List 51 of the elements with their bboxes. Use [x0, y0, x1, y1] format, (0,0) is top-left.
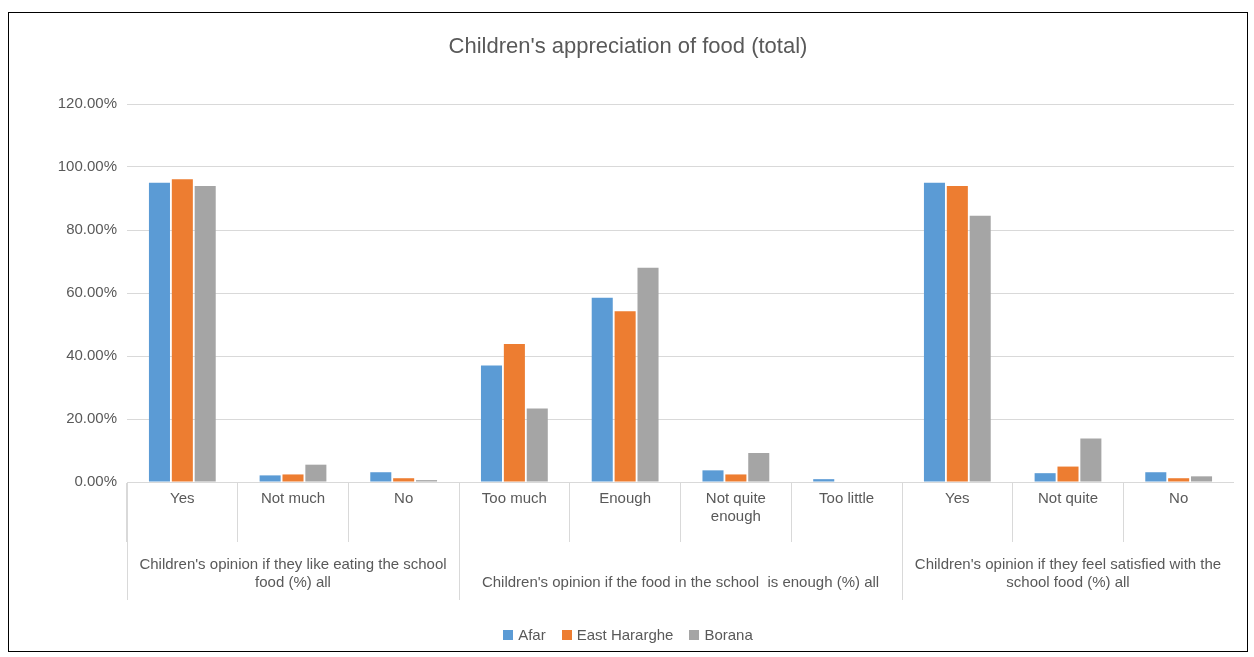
legend-label: Borana [704, 626, 753, 643]
bar [526, 408, 548, 482]
bar [614, 311, 636, 482]
bar [1080, 438, 1102, 482]
y-tick-label: 60.00% [66, 283, 117, 301]
bar [813, 479, 835, 482]
x-axis-title: Children's opinion if they like eating the school food (%) all [139, 555, 447, 591]
y-tick-label: 20.00% [66, 409, 117, 427]
bar [702, 470, 724, 482]
y-tick-label: 80.00% [66, 220, 117, 238]
y-tick-label: 100.00% [57, 157, 117, 175]
legend-label: East Hararghe [576, 626, 674, 643]
x-axis-title: Children's opinion if the food in the school is enough (%) all [481, 573, 880, 591]
bar [1191, 476, 1213, 482]
x-tick-label: Not quite [1037, 489, 1099, 507]
y-tick-label: 40.00% [66, 346, 117, 364]
x-tick-label: Yes [945, 489, 970, 507]
bar [393, 478, 415, 482]
bar [1168, 478, 1190, 482]
chart-title: Children's appreciation of food (total) [447, 33, 809, 59]
x-tick-label: No [394, 489, 414, 507]
bar [148, 182, 170, 482]
bar [171, 179, 193, 482]
x-tick-label: Not much [260, 489, 326, 507]
x-tick-label: No [1169, 489, 1189, 507]
bar [923, 182, 945, 482]
bar [946, 185, 968, 482]
x-tick-label: Too little [819, 489, 875, 507]
bar [969, 215, 991, 482]
bar [1145, 472, 1167, 482]
bar [305, 464, 327, 482]
x-tick-label: Not quite enough [705, 489, 766, 525]
x-tick-label: Too much [481, 489, 547, 507]
bar [1057, 466, 1079, 482]
bar [370, 472, 392, 482]
bar [637, 267, 659, 482]
x-tick-label: Enough [599, 489, 651, 507]
legend-label: Afar [518, 626, 546, 643]
y-tick-label: 120.00% [57, 94, 117, 112]
bar [725, 474, 747, 482]
y-tick-label: 0.00% [74, 472, 117, 490]
bar [591, 297, 613, 482]
bar [748, 453, 770, 482]
x-axis-title: Children's opinion if they feel satisfied with the school food (%) all [914, 555, 1222, 591]
bar [282, 474, 304, 482]
bar [480, 365, 503, 482]
bar [503, 344, 525, 482]
bar [194, 185, 216, 482]
bar [1034, 473, 1056, 482]
x-tick-label: Yes [170, 489, 195, 507]
bar [259, 475, 281, 482]
